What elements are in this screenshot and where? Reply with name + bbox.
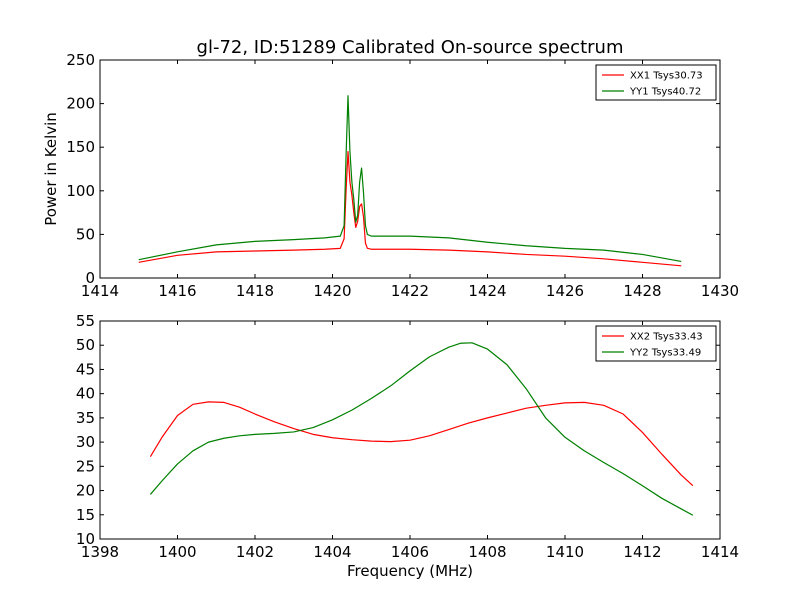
x-tick-label: 1430 [701,282,739,300]
y-tick-label: 15 [76,506,95,524]
legend-box [595,325,717,362]
y-tick-label: 35 [76,409,95,427]
x-tick-label: 1400 [158,543,196,561]
legend-label-2: YY1 Tsys40.72 [629,87,701,98]
x-tick-label: 1428 [623,282,661,300]
y-axis-label: Power in Kelvin [42,112,60,226]
x-tick-label: 1404 [313,543,351,561]
legend-label-1: XX2 Tsys33.43 [630,332,703,343]
y-tick-label: 50 [76,225,95,243]
x-tick-label: 1402 [236,543,274,561]
y-tick-label: 20 [76,482,95,500]
x-tick-label: 1414 [81,282,119,300]
x-tick-label: 1412 [623,543,661,561]
y-tick-label: 200 [66,95,95,113]
legend-2: XX2 Tsys33.43 YY2 Tsys33.49 [595,325,717,362]
y-tick-label: 50 [76,336,95,354]
x-tick-label: 1424 [468,282,506,300]
series-line-1-2 [138,95,682,263]
x-tick-label: 1414 [701,543,739,561]
y-tick-label: 250 [66,51,95,69]
legend-box [595,64,717,101]
series-line-2-1 [149,401,694,487]
y-tick-label: 25 [76,457,95,475]
y-tick-label: 150 [66,138,95,156]
y-tick-label: 0 [85,269,95,287]
legend-label-2: YY2 Tsys33.49 [629,348,701,359]
legend-1: XX1 Tsys30.73 YY1 Tsys40.72 [595,64,717,101]
chart-title: gl-72, ID:51289 Calibrated On-source spe… [197,37,624,58]
y-tick-label: 40 [76,385,95,403]
x-tick-label: 1422 [391,282,429,300]
x-tick-label: 1418 [236,282,274,300]
legend-label-1: XX1 Tsys30.73 [630,71,703,82]
x-tick-label: 1398 [81,543,119,561]
x-tick-label: 1426 [546,282,584,300]
y-tick-label: 100 [66,182,95,200]
x-tick-label: 1420 [313,282,351,300]
x-tick-label: 1410 [546,543,584,561]
x-tick-label: 1406 [391,543,429,561]
y-tick-label: 10 [76,530,95,548]
x-tick-label: 1408 [468,543,506,561]
series-line-1-1 [138,150,682,267]
y-tick-label: 45 [76,360,95,378]
chart-panel-1: gl-72, ID:51289 Calibrated On-source spe… [42,37,739,300]
y-tick-label: 30 [76,433,95,451]
x-axis-label: Frequency (MHz) [347,562,473,580]
x-tick-label: 1416 [158,282,196,300]
series-line-2-2 [149,342,694,516]
y-tick-label: 55 [76,312,95,330]
chart-panel-2: 1398 1400 1402 1404 1406 1408 1410 1412 1414 10 15… [76,312,739,580]
